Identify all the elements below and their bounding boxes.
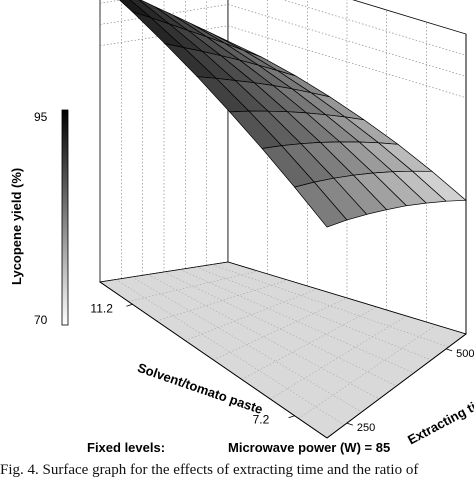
colorbar (61, 109, 69, 326)
x-tick-mark (126, 303, 133, 307)
plot-box-front-edges (99, 34, 467, 439)
wall-gridline (282, 0, 467, 56)
response-surface (119, 0, 467, 228)
y-tick-mark (446, 348, 453, 352)
floor-gridline (195, 266, 432, 361)
x-tick-label: 7.2 (253, 413, 270, 427)
floor-gridline (163, 271, 397, 387)
x-tick-label: 11.2 (90, 301, 113, 315)
z-tick-label: 70 (34, 313, 48, 327)
y-tick-mark (346, 422, 353, 426)
wall-gridline (99, 4, 229, 25)
fixed-levels-label: Fixed levels: (87, 440, 166, 455)
box-edge (99, 281, 328, 439)
z-axis-label: Lycopene yield (%) (9, 168, 24, 285)
x-tick-mark (288, 415, 295, 419)
figure-caption: Fig. 4. Surface graph for the effects of… (0, 462, 419, 478)
fixed-levels-value: Microwave power (W) = 85 (228, 440, 391, 455)
y-tick-label: 250 (357, 422, 375, 434)
wall-gridline (99, 25, 229, 47)
floor-gridline (213, 297, 348, 361)
wall-gridline (227, 4, 467, 77)
box-edge (326, 333, 467, 439)
wall-gridline (227, 25, 467, 99)
floor-gridline (131, 276, 362, 413)
floor-gridline (179, 269, 414, 374)
floor-gridline (185, 288, 318, 341)
y-tick-label: 500 (456, 348, 474, 360)
floor-gridline (128, 270, 258, 302)
z-tick-label: 95 (34, 110, 48, 124)
y-axis-label: Extracting time (S) (405, 380, 474, 447)
floor-gridline (241, 306, 377, 380)
surface-patch (293, 181, 348, 228)
